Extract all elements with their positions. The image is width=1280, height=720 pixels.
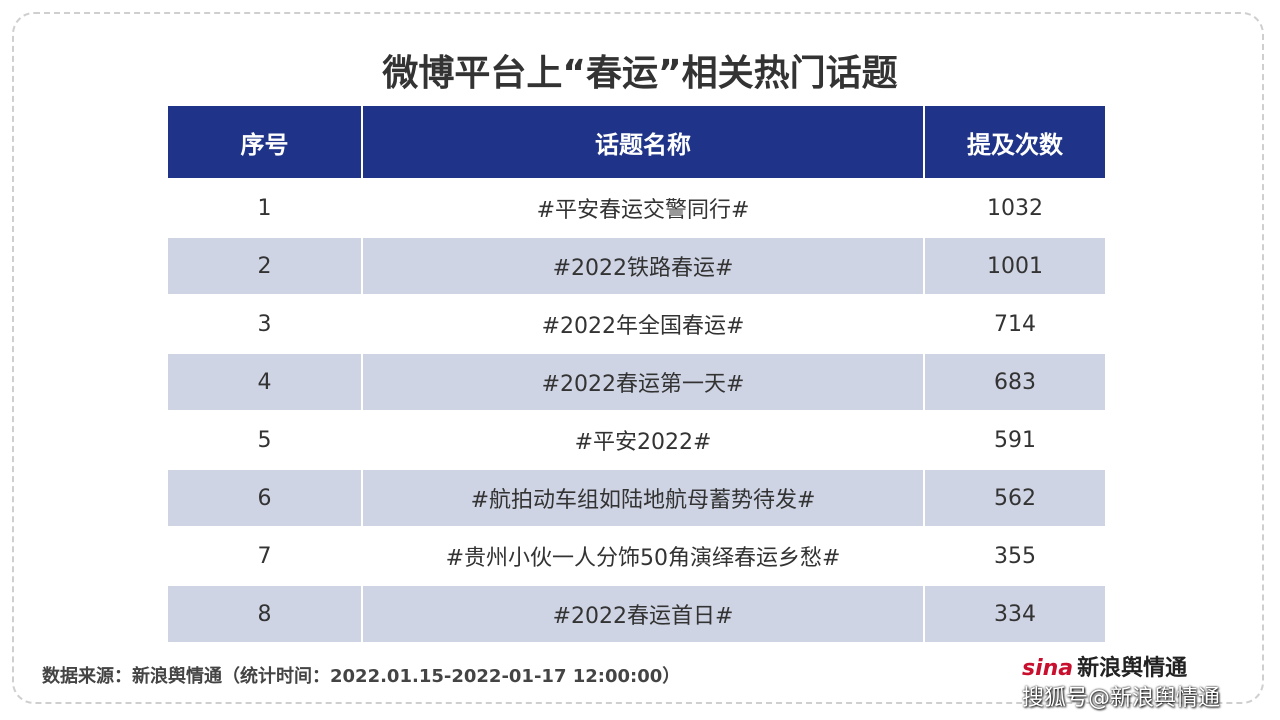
header-row: 序号 话题名称 提及次数	[168, 106, 1105, 179]
table-cell: #2022春运第一天#	[362, 352, 925, 411]
table-row: 2 #2022铁路春运# 1001	[168, 236, 1105, 295]
column-header: 话题名称	[362, 106, 925, 179]
logo: sina 新浪舆情通	[1022, 650, 1187, 682]
table-row: 4 #2022春运第一天# 683	[168, 352, 1105, 411]
table-cell: 1001	[924, 236, 1105, 295]
table-cell: 562	[924, 468, 1105, 527]
table-row: 6 #航拍动车组如陆地航母蓄势待发# 562	[168, 468, 1105, 527]
table-cell: 7	[168, 526, 363, 585]
table-cell: #2022春运首日#	[362, 584, 925, 642]
table-row: 5 #平安2022# 591	[168, 410, 1105, 469]
frame	[12, 12, 1264, 704]
table-cell: 6	[168, 468, 363, 527]
table-row: 3 #2022年全国春运# 714	[168, 294, 1105, 353]
table-cell: 683	[924, 352, 1105, 411]
table-cell: 1	[168, 178, 363, 237]
table-cell: #航拍动车组如陆地航母蓄势待发#	[362, 468, 925, 527]
table-cell: #2022年全国春运#	[362, 294, 925, 353]
logo-brand: sina	[1022, 656, 1074, 681]
table-cell: 334	[924, 584, 1105, 642]
table: 序号 话题名称 提及次数 1 #平安春运交警同行# 1032 2 #2022铁路春运# 100…	[168, 106, 1105, 642]
table-body: 1 #平安春运交警同行# 1032 2 #2022铁路春运# 1001 3 #2022年全国春…	[168, 178, 1105, 642]
column-header: 提及次数	[924, 106, 1105, 179]
title: 微博平台上“春运”相关热门话题	[382, 53, 898, 94]
table-cell: #2022铁路春运#	[362, 236, 925, 295]
table-cell: 1032	[924, 178, 1105, 237]
table-cell: 4	[168, 352, 363, 411]
table-row: 7 #贵州小伙一人分饰50角演绎春运乡愁# 355	[168, 526, 1105, 585]
table-cell: 591	[924, 410, 1105, 469]
watermark: 搜狐号@新浪舆情通	[1022, 686, 1221, 711]
table-cell: 8	[168, 584, 363, 642]
table-cell: #平安2022#	[362, 410, 925, 469]
column-header: 序号	[168, 106, 363, 179]
table-row: 8 #2022春运首日# 334	[168, 584, 1105, 642]
table-cell: 355	[924, 526, 1105, 585]
table-cell: 3	[168, 294, 363, 353]
logo-name: 新浪舆情通	[1077, 656, 1188, 681]
table-cell: #贵州小伙一人分饰50角演绎春运乡愁#	[362, 526, 925, 585]
table-cell: 2	[168, 236, 363, 295]
table-cell: #平安春运交警同行#	[362, 178, 925, 237]
table-row: 1 #平安春运交警同行# 1032	[168, 178, 1105, 237]
source-note: 数据来源：新浪舆情通（统计时间：2022.01.15-2022-01-17 12…	[42, 666, 681, 687]
table-cell: 714	[924, 294, 1105, 353]
table-cell: 5	[168, 410, 363, 469]
